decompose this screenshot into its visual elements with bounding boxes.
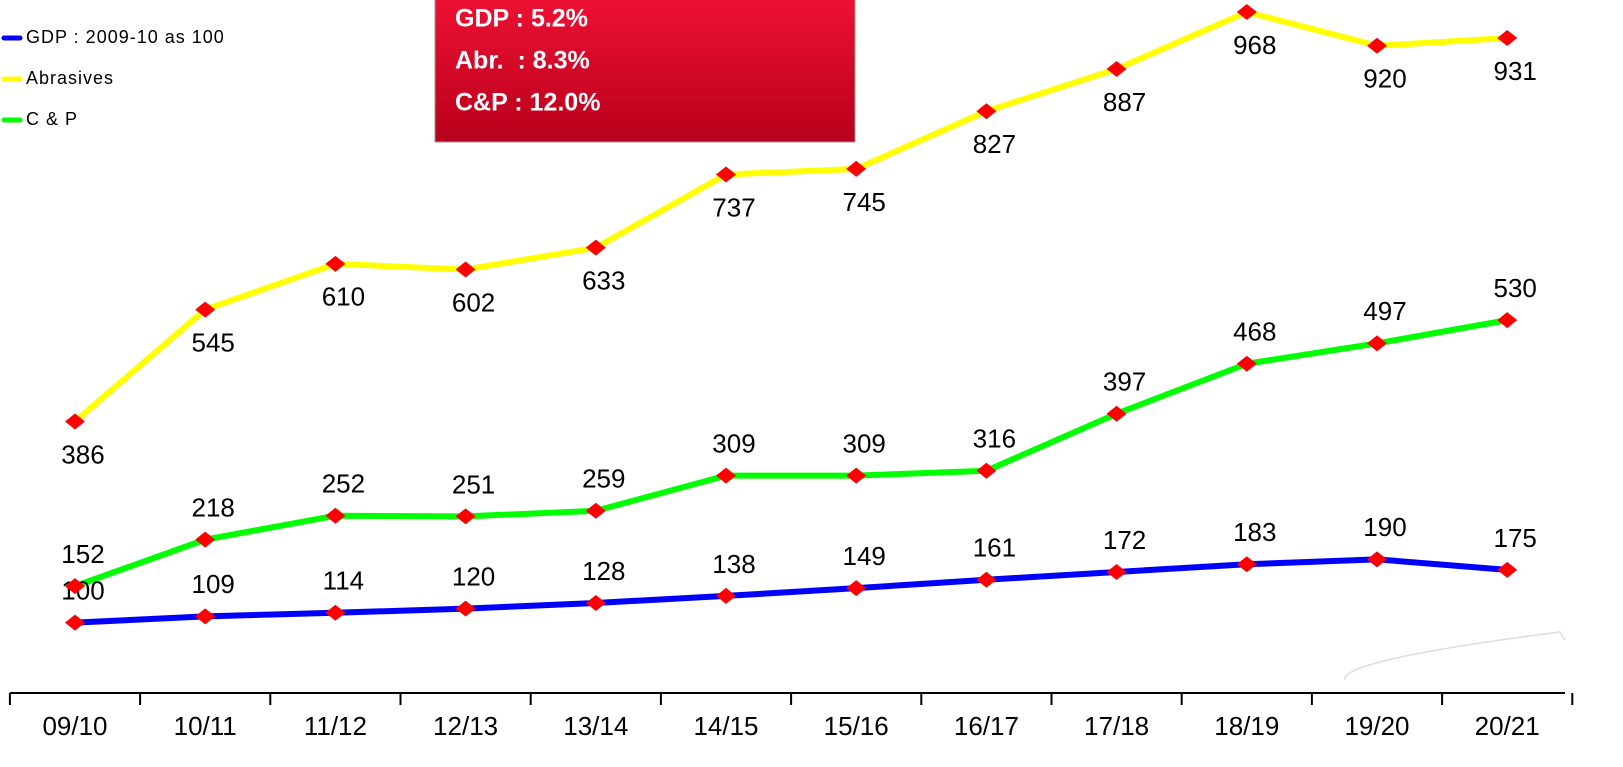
marker <box>1106 405 1127 422</box>
marker <box>1236 556 1257 573</box>
series-line <box>73 317 1508 589</box>
data-label: 887 <box>1103 87 1146 117</box>
legend-label: C & P <box>26 109 78 129</box>
data-label: 172 <box>1103 525 1146 555</box>
marker <box>846 467 867 484</box>
annotation: Abr. : 8.3% <box>455 47 590 75</box>
x-tick-label: 12/13 <box>433 711 498 741</box>
data-label: 161 <box>973 533 1016 563</box>
data-label: 259 <box>582 464 625 494</box>
marker <box>716 166 736 183</box>
marker <box>65 578 85 595</box>
data-label: 931 <box>1494 56 1537 86</box>
annotation: C&P : 12.0% <box>455 89 600 117</box>
data-label: 386 <box>61 439 104 469</box>
marker <box>195 608 216 625</box>
marker <box>195 301 216 318</box>
series-line <box>74 556 1508 626</box>
data-label: 100 <box>61 576 104 606</box>
data-label: 138 <box>712 549 755 579</box>
data-label: 968 <box>1233 30 1276 60</box>
x-tick-label: 16/17 <box>954 711 1019 741</box>
data-label: 309 <box>843 428 886 458</box>
marker <box>585 502 606 519</box>
marker <box>65 614 85 631</box>
data-label: 218 <box>192 493 235 523</box>
series-line <box>73 9 1508 424</box>
data-label: 316 <box>973 424 1016 454</box>
marker <box>976 462 997 479</box>
data-label: 149 <box>843 541 886 571</box>
data-label: 468 <box>1233 317 1276 347</box>
marker <box>195 531 216 548</box>
marker <box>325 255 346 272</box>
marker <box>1106 563 1127 580</box>
x-tick-label: 10/11 <box>174 711 237 741</box>
data-label: 114 <box>323 566 364 596</box>
data-label: 633 <box>582 266 625 296</box>
marker <box>585 594 606 611</box>
x-tick-label: 13/14 <box>563 711 628 741</box>
annotation-box <box>434 0 856 143</box>
x-tick-label: 15/16 <box>824 711 889 741</box>
marker <box>1236 355 1257 372</box>
marker <box>976 571 997 588</box>
legend-label: GDP : 2009-10 as 100 <box>26 27 225 47</box>
data-label: 602 <box>452 287 495 317</box>
marker <box>846 580 867 597</box>
x-tick-label: 09/10 <box>42 711 107 741</box>
data-label: 251 <box>452 469 495 499</box>
marker <box>1236 4 1257 20</box>
decoration <box>1344 631 1566 681</box>
marker <box>1497 30 1518 47</box>
marker <box>1367 37 1387 54</box>
data-label: 737 <box>712 192 755 222</box>
data-label: 397 <box>1103 367 1146 397</box>
marker <box>455 508 476 525</box>
legend-label: Abrasives <box>26 68 114 88</box>
x-tick-label: 17/18 <box>1084 711 1149 741</box>
data-label: 252 <box>322 469 365 499</box>
marker <box>716 587 736 604</box>
marker <box>1367 551 1387 568</box>
data-label: 152 <box>61 539 104 569</box>
x-tick-label: 18/19 <box>1214 711 1279 741</box>
marker <box>455 600 476 617</box>
data-label: 920 <box>1363 64 1406 94</box>
marker <box>1497 561 1518 578</box>
x-tick-label: 11/12 <box>304 711 367 741</box>
data-label: 309 <box>712 428 755 458</box>
x-tick-label: 14/15 <box>693 711 758 741</box>
data-label: 109 <box>192 569 235 599</box>
marker <box>325 507 346 524</box>
data-label: 745 <box>843 187 886 217</box>
marker <box>585 239 606 256</box>
annotation: GDP : 5.2% <box>455 5 588 33</box>
data-label: 190 <box>1363 512 1406 542</box>
marker <box>325 604 346 621</box>
x-tick-label: 19/20 <box>1344 711 1409 741</box>
marker <box>716 467 736 484</box>
data-label: 175 <box>1494 523 1537 553</box>
data-label: 545 <box>192 327 235 357</box>
data-label: 128 <box>582 556 625 586</box>
data-label: 827 <box>973 129 1016 159</box>
marker <box>455 261 476 278</box>
x-tick-label: 20/21 <box>1475 711 1540 741</box>
data-label: 610 <box>322 282 365 312</box>
marker <box>65 413 85 430</box>
marker <box>1106 60 1127 77</box>
marker <box>846 160 867 177</box>
marker <box>1367 335 1387 352</box>
data-label: 530 <box>1494 273 1537 303</box>
data-label: 120 <box>452 561 495 591</box>
data-label: 183 <box>1233 517 1276 547</box>
marker <box>1497 312 1518 329</box>
data-label: 497 <box>1363 296 1406 326</box>
marker <box>976 103 997 120</box>
